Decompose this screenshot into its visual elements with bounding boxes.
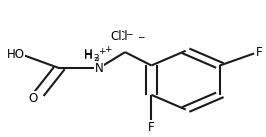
Text: Cl: Cl	[110, 30, 122, 43]
Text: F: F	[148, 121, 155, 134]
Text: N: N	[94, 62, 103, 75]
Text: Cl: Cl	[117, 30, 128, 43]
Text: H: H	[84, 48, 92, 61]
Text: HO: HO	[7, 48, 25, 61]
Text: N: N	[94, 62, 103, 75]
Text: 2: 2	[93, 54, 99, 63]
Text: −: −	[137, 32, 144, 41]
Text: F: F	[256, 46, 263, 59]
Text: −: −	[124, 29, 132, 38]
Text: +: +	[104, 45, 111, 54]
Text: H: H	[84, 49, 92, 62]
Text: O: O	[28, 92, 38, 105]
Text: +: +	[98, 47, 106, 56]
Text: 2: 2	[94, 57, 99, 66]
